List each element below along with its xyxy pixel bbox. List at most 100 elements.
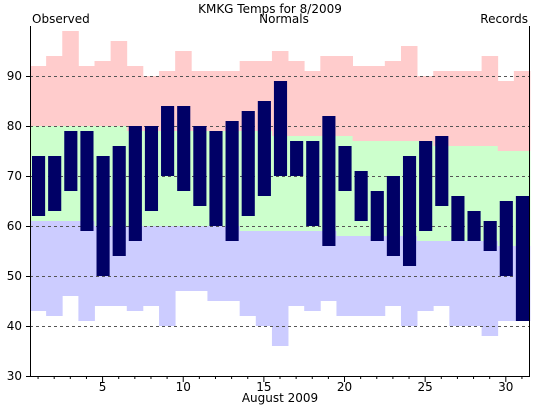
x-tick-label-20: 20 <box>337 380 352 394</box>
observed-bar-day-20 <box>338 146 352 191</box>
record-low-band-day-18 <box>304 231 321 311</box>
observed-bar-day-11 <box>193 126 207 206</box>
y-tick-label-40: 40 <box>7 319 22 333</box>
observed-bar-day-27 <box>451 196 465 241</box>
record-high-band-day-3 <box>62 31 79 126</box>
observed-bar-day-22 <box>370 191 384 241</box>
observed-bar-day-31 <box>515 196 529 321</box>
record-high-band-day-21 <box>352 66 370 141</box>
record-low-band-day-7 <box>126 226 144 311</box>
y-tick-label-30: 30 <box>7 369 22 383</box>
record-high-band-day-18 <box>304 71 321 136</box>
record-low-band-day-9 <box>159 226 176 326</box>
observed-bar-day-30 <box>499 201 513 276</box>
record-high-band-day-5 <box>94 61 112 126</box>
record-high-band-day-25 <box>417 76 434 141</box>
record-low-band-day-22 <box>368 236 386 316</box>
record-low-band-day-29 <box>481 241 499 336</box>
record-high-band-day-2 <box>46 56 63 126</box>
record-low-band-day-12 <box>207 226 224 301</box>
observed-bar-day-15 <box>257 101 271 196</box>
normal-band-day-29 <box>481 146 499 241</box>
record-low-band-day-11 <box>191 226 208 291</box>
chart-title: KMKG Temps for 8/2009 <box>198 2 342 16</box>
record-low-band-day-3 <box>62 221 79 296</box>
record-low-band-day-1 <box>30 221 47 311</box>
record-low-band-day-28 <box>465 241 483 326</box>
record-high-band-day-7 <box>126 66 144 131</box>
record-low-band-day-10 <box>175 226 192 291</box>
axes: 30 40 50 60 70 80 90 5 10 15 20 25 30 <box>7 26 530 394</box>
record-high-band-day-13 <box>223 71 241 131</box>
y-tick-label-80: 80 <box>7 119 22 133</box>
record-high-band-day-6 <box>110 41 128 126</box>
y-tick-label-50: 50 <box>7 269 22 283</box>
record-high-band-day-4 <box>78 66 95 126</box>
observed-bar-day-18 <box>306 141 320 226</box>
x-tick-label-25: 25 <box>418 380 433 394</box>
observed-bar-day-3 <box>64 131 78 191</box>
record-low-band-day-14 <box>239 231 257 316</box>
observed-bar-day-24 <box>402 156 417 266</box>
record-high-band-day-27 <box>449 71 466 146</box>
x-tick-label-30: 30 <box>498 380 513 394</box>
record-low-band-day-4 <box>78 221 95 321</box>
y-tick-label-90: 90 <box>7 69 22 83</box>
record-low-band-day-2 <box>46 221 63 316</box>
observed-bar-day-23 <box>386 176 400 256</box>
observed-bar-day-10 <box>177 106 191 191</box>
observed-bar-day-2 <box>48 156 62 211</box>
x-tick-label-5: 5 <box>99 380 107 394</box>
record-low-band-day-17 <box>288 231 305 306</box>
observed-bar-day-14 <box>241 111 255 216</box>
record-high-band-day-12 <box>207 71 224 131</box>
legend-observed: Observed <box>32 12 90 26</box>
record-low-band-day-25 <box>417 241 434 311</box>
observed-bar-day-1 <box>32 156 46 216</box>
observed-bar-day-25 <box>419 141 433 231</box>
y-tick-label-60: 60 <box>7 219 22 233</box>
record-high-band-day-20 <box>336 56 353 136</box>
record-high-band-day-11 <box>191 71 208 131</box>
record-high-band-day-31 <box>513 71 531 151</box>
record-high-band-day-29 <box>481 56 499 146</box>
x-tick-label-10: 10 <box>176 380 191 394</box>
record-high-band-day-23 <box>384 61 402 141</box>
observed-bar-day-29 <box>483 221 497 251</box>
observed-bar-day-26 <box>435 136 449 206</box>
observed-bar-day-19 <box>322 116 336 246</box>
observed-bar-day-6 <box>112 146 126 256</box>
observed-bar-day-9 <box>161 106 175 176</box>
record-high-band-day-30 <box>497 81 515 151</box>
observed-bar-day-21 <box>354 171 368 221</box>
observed-bars <box>32 81 529 321</box>
record-low-band-day-15 <box>255 231 273 326</box>
record-high-band-day-1 <box>30 66 47 126</box>
record-low-band-day-19 <box>320 231 337 301</box>
observed-bar-day-8 <box>144 126 159 211</box>
record-low-band-day-8 <box>142 226 160 306</box>
legend-normals: Normals <box>259 12 309 26</box>
record-high-band-day-22 <box>368 66 386 141</box>
record-high-band-day-28 <box>465 71 483 146</box>
observed-bar-day-4 <box>80 131 94 231</box>
record-high-band-day-8 <box>142 76 160 131</box>
record-high-band-day-17 <box>288 61 305 136</box>
legend-records: Records <box>480 12 528 26</box>
y-tick-label-70: 70 <box>7 169 22 183</box>
record-low-band-day-13 <box>223 226 241 301</box>
record-low-band-day-16 <box>271 231 289 346</box>
observed-bar-day-16 <box>273 81 288 176</box>
record-high-band-day-26 <box>433 71 450 146</box>
record-high-band-day-24 <box>400 46 418 141</box>
x-axis-label: August 2009 <box>242 391 318 405</box>
x-tick-label-15: 15 <box>256 380 271 394</box>
observed-bar-day-5 <box>96 156 110 276</box>
observed-bar-day-12 <box>209 131 223 226</box>
record-low-band-day-26 <box>433 241 450 306</box>
observed-bar-day-7 <box>128 126 142 241</box>
observed-bar-day-28 <box>467 211 481 241</box>
observed-bar-day-17 <box>290 141 304 176</box>
observed-bar-day-13 <box>225 121 239 241</box>
